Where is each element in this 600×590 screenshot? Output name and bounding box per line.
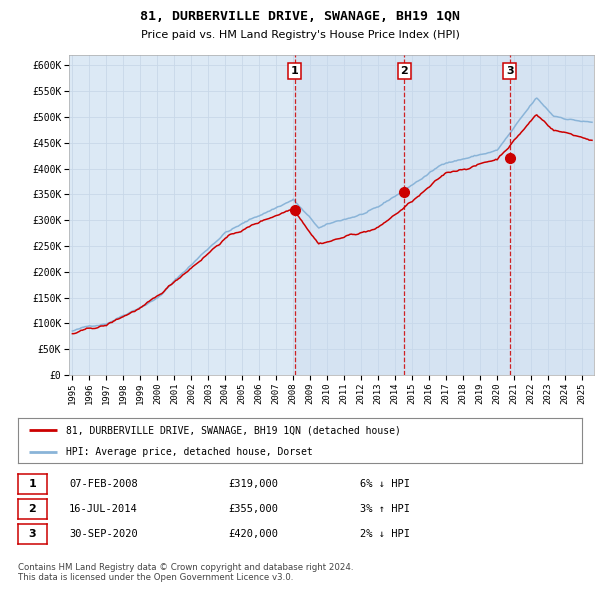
Text: £319,000: £319,000 <box>228 479 278 489</box>
Text: £420,000: £420,000 <box>228 529 278 539</box>
Bar <box>295 55 594 375</box>
Text: 2: 2 <box>401 66 408 76</box>
Text: 2% ↓ HPI: 2% ↓ HPI <box>360 529 410 539</box>
Text: 1: 1 <box>29 479 36 489</box>
Text: 81, DURBERVILLE DRIVE, SWANAGE, BH19 1QN (detached house): 81, DURBERVILLE DRIVE, SWANAGE, BH19 1QN… <box>66 425 401 435</box>
Text: 6% ↓ HPI: 6% ↓ HPI <box>360 479 410 489</box>
Text: 07-FEB-2008: 07-FEB-2008 <box>69 479 138 489</box>
Text: Price paid vs. HM Land Registry's House Price Index (HPI): Price paid vs. HM Land Registry's House … <box>140 30 460 40</box>
Text: HPI: Average price, detached house, Dorset: HPI: Average price, detached house, Dors… <box>66 447 313 457</box>
Text: 3% ↑ HPI: 3% ↑ HPI <box>360 504 410 514</box>
Text: 81, DURBERVILLE DRIVE, SWANAGE, BH19 1QN: 81, DURBERVILLE DRIVE, SWANAGE, BH19 1QN <box>140 10 460 23</box>
Text: Contains HM Land Registry data © Crown copyright and database right 2024.
This d: Contains HM Land Registry data © Crown c… <box>18 563 353 582</box>
Text: 3: 3 <box>29 529 36 539</box>
Text: 30-SEP-2020: 30-SEP-2020 <box>69 529 138 539</box>
Text: 2: 2 <box>29 504 36 514</box>
Text: £355,000: £355,000 <box>228 504 278 514</box>
Text: 3: 3 <box>506 66 514 76</box>
Text: 16-JUL-2014: 16-JUL-2014 <box>69 504 138 514</box>
Text: 1: 1 <box>291 66 299 76</box>
